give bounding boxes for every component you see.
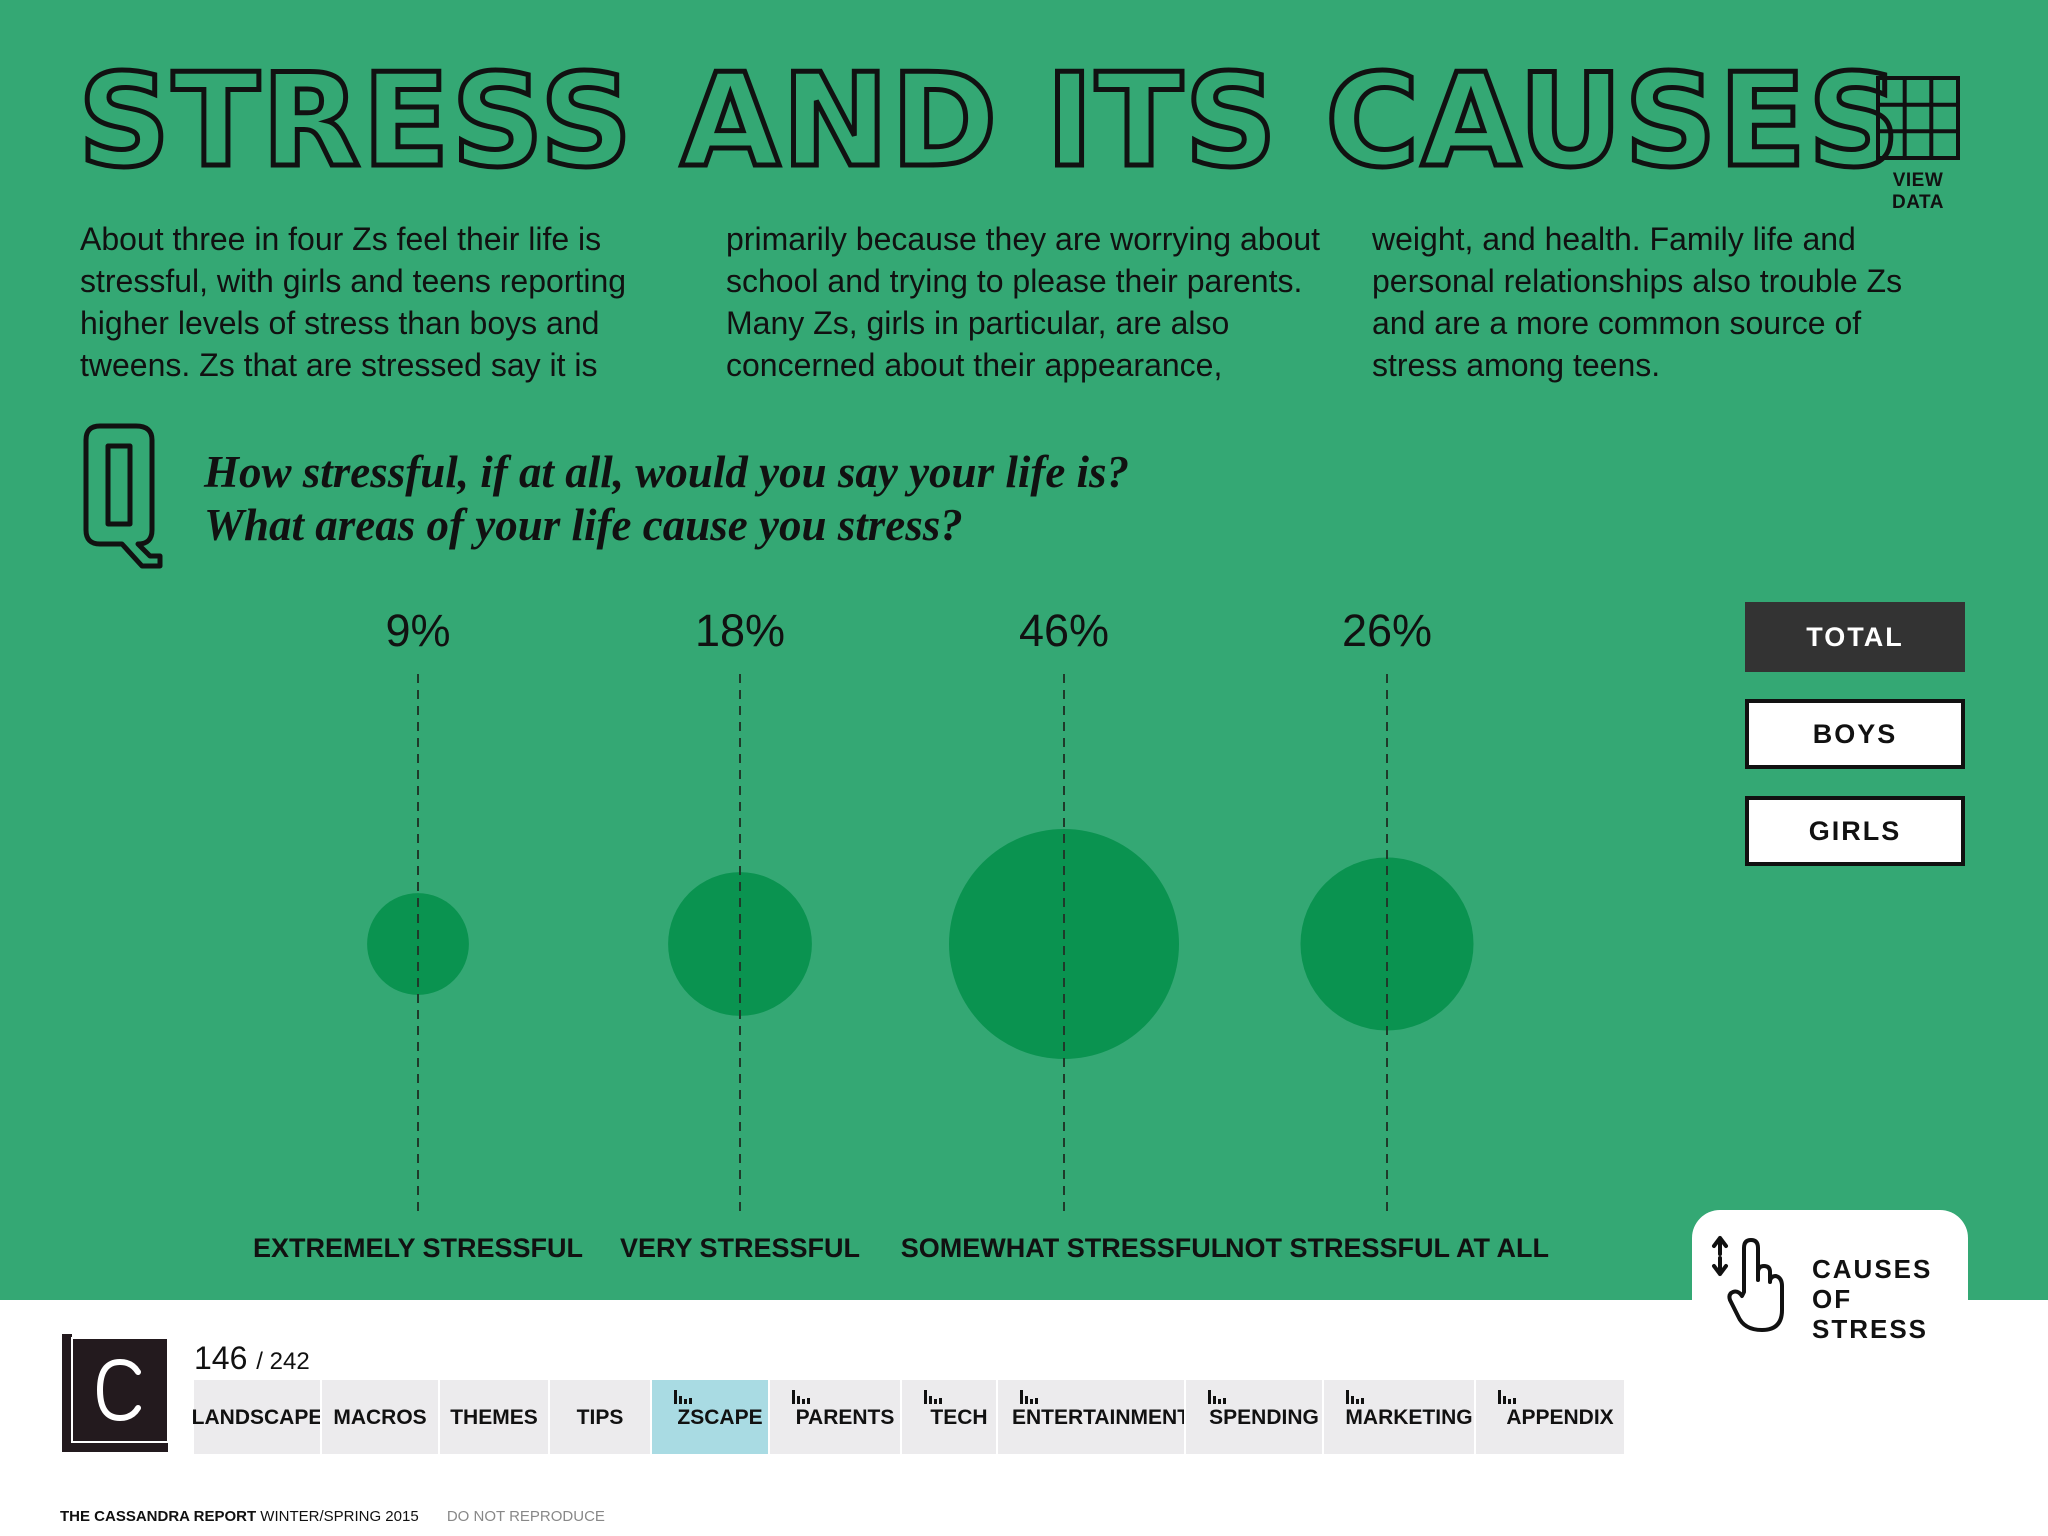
tab-marketing[interactable]: MARKETING — [1322, 1380, 1474, 1454]
bubble-3 — [949, 829, 1179, 1059]
tab-label: PARENTS — [795, 1406, 895, 1429]
intro-column-3: weight, and health. Family life and pers… — [1372, 221, 1903, 383]
current-page: 146 — [194, 1340, 248, 1376]
tab-label: THEMES — [450, 1406, 538, 1429]
total-pages: / 242 — [256, 1348, 310, 1375]
bubble-1 — [367, 893, 469, 995]
bar-chart-icon — [1346, 1390, 1364, 1404]
tab-parents[interactable]: PARENTS — [768, 1380, 900, 1454]
causes-label-line-1: CAUSES — [1812, 1254, 1933, 1284]
causes-of-stress-label: CAUSES OF STRESS — [1812, 1254, 1968, 1344]
tab-entertainment[interactable]: ENTERTAINMENT — [996, 1380, 1190, 1454]
tab-tips[interactable]: TIPS — [548, 1380, 650, 1454]
filter-girls-label: GIRLS — [1808, 815, 1902, 846]
tab-appendix[interactable]: APPENDIX — [1474, 1380, 1624, 1454]
category-label-1: EXTREMELY STRESSFUL — [253, 1233, 583, 1263]
intro-column-1: About three in four Zs feel their life i… — [80, 221, 627, 383]
tab-themes[interactable]: THEMES — [438, 1380, 548, 1454]
footer-edition: WINTER/SPRING 2015 — [260, 1508, 419, 1525]
causes-of-stress-button[interactable]: CAUSES OF STRESS — [1692, 1210, 1968, 1344]
grid-icon — [1876, 76, 1960, 160]
category-label-4: NOT STRESSFUL AT ALL — [1225, 1233, 1549, 1263]
value-label-4: 26% — [1342, 605, 1432, 656]
tab-label: ZSCAPE — [677, 1406, 763, 1429]
bar-chart-icon — [1020, 1390, 1038, 1404]
question-text: How stressful, if at all, would you say … — [204, 446, 1129, 552]
category-label-3: SOMEWHAT STRESSFUL — [901, 1233, 1228, 1263]
tab-tech[interactable]: TECH — [900, 1380, 996, 1454]
page-title: STRESS AND ITS CAUSES — [75, 47, 1903, 196]
bubble-chart: 9% EXTREMELY STRESSFUL 18% VERY STRESSFUL 46… — [253, 605, 1549, 1263]
bar-chart-icon — [1208, 1390, 1226, 1404]
section-nav: LANDSCAPE MACROS THEMES TIPS ZSCAPE PARENTS TE… — [191, 1380, 1624, 1454]
causes-label-line-2: OF STRESS — [1812, 1284, 1929, 1344]
tab-label: ENTERTAINMENT — [1011, 1406, 1191, 1429]
tab-macros[interactable]: MACROS — [320, 1380, 438, 1454]
bubble-4 — [1300, 857, 1474, 1031]
stage-background — [0, 0, 2048, 1300]
filter-total-label: TOTAL — [1806, 621, 1904, 652]
tab-label: TIPS — [576, 1406, 624, 1429]
value-label-2: 18% — [695, 605, 785, 656]
bar-chart-icon — [924, 1390, 942, 1404]
page-indicator: 146 / 242 — [194, 1340, 310, 1377]
tab-label: TECH — [930, 1406, 988, 1429]
value-label-1: 9% — [385, 605, 450, 656]
filter-girls-button[interactable]: GIRLS — [1745, 796, 1965, 866]
bar-chart-icon — [1498, 1390, 1516, 1404]
tab-label: MARKETING — [1345, 1406, 1473, 1429]
footer-brand: THE CASSANDRA REPORT — [60, 1508, 257, 1525]
category-label-2: VERY STRESSFUL — [620, 1233, 860, 1263]
filter-boys-button[interactable]: BOYS — [1745, 699, 1965, 769]
view-data-label: VIEW DATA — [1892, 170, 1944, 213]
tab-spending[interactable]: SPENDING — [1184, 1380, 1322, 1454]
question-q-icon — [83, 423, 163, 569]
tab-label: MACROS — [333, 1406, 427, 1429]
footer-notice: DO NOT REPRODUCE — [446, 1508, 605, 1525]
tab-zscape[interactable]: ZSCAPE — [650, 1380, 768, 1454]
tab-label: SPENDING — [1209, 1406, 1319, 1429]
footer: THE CASSANDRA REPORT WINTER/SPRING 2015 … — [60, 1508, 605, 1525]
bubble-2 — [668, 872, 812, 1016]
value-label-3: 46% — [1019, 605, 1109, 656]
intro-column-2: primarily because they are worrying abou… — [726, 221, 1321, 383]
filter-total-button[interactable]: TOTAL — [1745, 602, 1965, 672]
tab-label: LANDSCAPE — [191, 1406, 323, 1429]
question-line-2: What areas of your life cause you stress… — [204, 500, 963, 550]
question-line-1: How stressful, if at all, would you say … — [204, 447, 1130, 497]
tab-label: APPENDIX — [1506, 1406, 1614, 1429]
bar-chart-icon — [674, 1390, 692, 1404]
view-data-button[interactable]: VIEW DATA — [1873, 76, 1963, 214]
scroll-hand-icon — [1712, 1236, 1784, 1332]
bar-chart-icon — [792, 1390, 810, 1404]
cassandra-logo — [62, 1334, 168, 1452]
tab-landscape[interactable]: LANDSCAPE — [191, 1380, 323, 1454]
filter-boys-label: BOYS — [1812, 718, 1898, 749]
